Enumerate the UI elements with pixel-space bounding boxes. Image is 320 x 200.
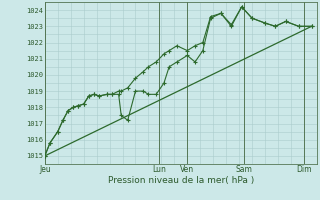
X-axis label: Pression niveau de la mer( hPa ): Pression niveau de la mer( hPa ) bbox=[108, 176, 254, 185]
